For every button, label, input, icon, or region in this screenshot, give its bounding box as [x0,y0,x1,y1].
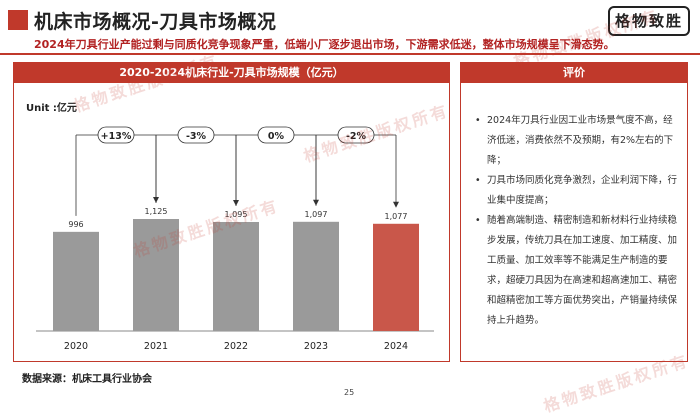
x-tick-label: 2024 [384,341,408,352]
page-title: 机床市场概况-刀具市场概况 [34,11,277,33]
review-item: 刀具市场同质化竞争激烈，企业利润下降，行业集中度提高； [475,171,677,211]
data-label: 1,095 [225,210,248,219]
page-subtitle: 2024年刀具行业产能过剩与同质化竞争现象严重，低端小厂逐步退出市场，下游需求低… [34,38,615,51]
growth-badge [97,126,135,144]
growth-label: 0% [268,131,285,142]
brand-logo: 格物致胜 [608,6,690,36]
data-source: 数据来源：机床工具行业协会 [22,374,152,385]
growth-badge [257,126,295,144]
data-label: 1,097 [305,210,328,219]
review-panel: 评价 2024年刀具行业因工业市场景气度不高，经济低迷，消费依然不及预期，有2%… [460,62,688,362]
market-size-bar-chart: 996 2020 1,125 2021 1,095 2022 1,097 2023 1,077 2… [36,126,434,352]
x-tick-label: 2020 [64,341,88,352]
x-tick-label: 2023 [304,341,328,352]
header-divider [0,53,700,55]
bar-2021 [133,219,179,331]
bar-2022 [213,221,259,331]
data-label: 996 [68,220,83,229]
growth-badge [177,126,215,144]
chart-panel-heading: 2020-2024机床行业-刀具市场规模（亿元） [14,63,449,83]
growth-badge [337,126,375,144]
x-tick-label: 2021 [144,341,168,352]
data-label: 1,125 [145,207,168,216]
data-label: 1,077 [385,212,408,221]
review-panel-heading: 评价 [461,63,687,83]
chart-unit-label: Unit :亿元 [26,103,77,114]
bar-2023 [293,221,339,331]
growth-label: +13% [101,131,132,142]
x-tick-label: 2022 [224,341,248,352]
growth-label: -2% [346,131,367,142]
bar-2024 [373,223,419,331]
title-accent-block [8,10,28,30]
review-item: 随着高端制造、精密制造和新材料行业持续稳步发展，传统刀具在加工速度、加工精度、加… [475,211,677,331]
chart-panel: 2020-2024机床行业-刀具市场规模（亿元） Unit :亿元 996 202… [13,62,450,362]
bar-2020 [53,231,99,331]
page-number: 25 [344,388,355,397]
review-list: 2024年刀具行业因工业市场景气度不高，经济低迷，消费依然不及预期，有2%左右的… [461,111,687,331]
growth-arrowhead [393,201,399,208]
review-item: 2024年刀具行业因工业市场景气度不高，经济低迷，消费依然不及预期，有2%左右的… [475,111,677,171]
growth-label: -3% [186,131,207,142]
